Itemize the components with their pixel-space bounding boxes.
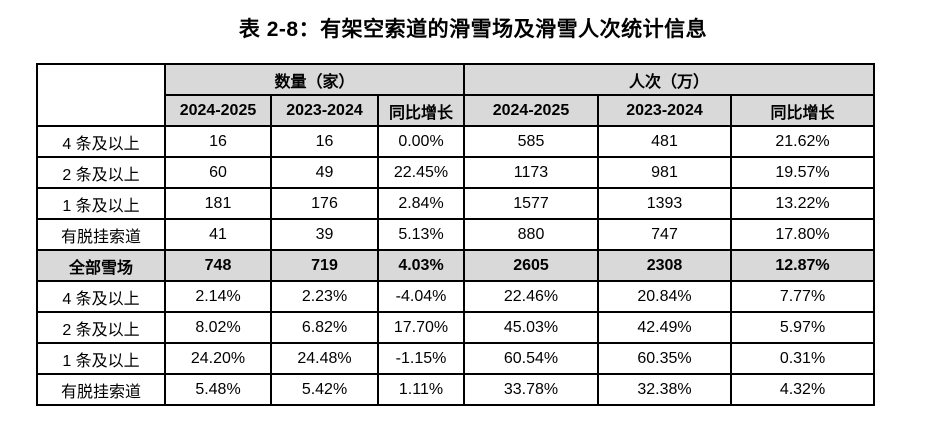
table-cell: 60.54%: [463, 342, 599, 375]
table-row: 有脱挂索道 5.48% 5.42% 1.11% 33.78% 32.38% 4.32%: [36, 373, 875, 406]
table-body: 4 条及以上 16 16 0.00% 585 481 21.62% 2 条及以上 60 49 22.…: [36, 125, 875, 406]
table-cell: 481: [597, 125, 732, 158]
table-cell: -1.15%: [377, 342, 465, 375]
table-cell: 20.84%: [597, 280, 732, 313]
table-cell: 8.02%: [164, 311, 272, 344]
table-header: 数量（家） 人次（万） 2024-2025 2023-2024 同比增长 202…: [36, 63, 875, 127]
table-cell: 39: [270, 218, 379, 251]
row-label: 4 条及以上: [36, 280, 166, 313]
table-cell: 2.23%: [270, 280, 379, 313]
row-label: 有脱挂索道: [36, 218, 166, 251]
table-cell: 19.57%: [730, 156, 875, 189]
row-label: 2 条及以上: [36, 156, 166, 189]
table-cell: 5.42%: [270, 373, 379, 406]
table-cell: 4.03%: [377, 249, 465, 282]
table-cell: 60: [164, 156, 272, 189]
table-cell: 42.49%: [597, 311, 732, 344]
table-cell: 5.13%: [377, 218, 465, 251]
corner-cell: [36, 63, 166, 127]
table-cell: 880: [463, 218, 599, 251]
table-cell: 49: [270, 156, 379, 189]
table-cell: 585: [463, 125, 599, 158]
table-cell: 1393: [597, 187, 732, 220]
table-cell: 2605: [463, 249, 599, 282]
table-row: 1 条及以上 181 176 2.84% 1577 1393 13.22%: [36, 187, 875, 220]
table-cell: 21.62%: [730, 125, 875, 158]
table-cell: 1173: [463, 156, 599, 189]
table-cell: 719: [270, 249, 379, 282]
table-cell: 4.32%: [730, 373, 875, 406]
table-cell: 6.82%: [270, 311, 379, 344]
table-cell: 0.31%: [730, 342, 875, 375]
table-cell: 748: [164, 249, 272, 282]
row-label: 4 条及以上: [36, 125, 166, 158]
table-cell: 2.14%: [164, 280, 272, 313]
subheader-qty-2023-2024: 2023-2024: [270, 94, 379, 127]
total-row: 全部雪场 748 719 4.03% 2605 2308 12.87%: [36, 249, 875, 282]
table-cell: 176: [270, 187, 379, 220]
column-group-visits: 人次（万）: [463, 63, 875, 96]
table-cell: 12.87%: [730, 249, 875, 282]
table-cell: 32.38%: [597, 373, 732, 406]
subheader-visits-2024-2025: 2024-2025: [463, 94, 599, 127]
table-row: 有脱挂索道 41 39 5.13% 880 747 17.80%: [36, 218, 875, 251]
table-cell: 5.97%: [730, 311, 875, 344]
subheader-visits-yoy: 同比增长: [730, 94, 875, 127]
table-cell: -4.04%: [377, 280, 465, 313]
table-row: 1 条及以上 24.20% 24.48% -1.15% 60.54% 60.35% 0.31…: [36, 342, 875, 375]
table-row: 4 条及以上 16 16 0.00% 585 481 21.62%: [36, 125, 875, 158]
row-label: 1 条及以上: [36, 342, 166, 375]
row-label: 2 条及以上: [36, 311, 166, 344]
table-cell: 22.45%: [377, 156, 465, 189]
table-cell: 22.46%: [463, 280, 599, 313]
table-row: 2 条及以上 8.02% 6.82% 17.70% 45.03% 42.49% 5.97%: [36, 311, 875, 344]
table-row: 4 条及以上 2.14% 2.23% -4.04% 22.46% 20.84% 7.77%: [36, 280, 875, 313]
subheader-visits-2023-2024: 2023-2024: [597, 94, 732, 127]
row-label: 全部雪场: [36, 249, 166, 282]
page-title: 表 2-8：有架空索道的滑雪场及滑雪人次统计信息: [238, 18, 708, 41]
table-cell: 24.20%: [164, 342, 272, 375]
row-label: 1 条及以上: [36, 187, 166, 220]
table-cell: 16: [164, 125, 272, 158]
table-cell: 60.35%: [597, 342, 732, 375]
table-cell: 981: [597, 156, 732, 189]
subheader-qty-2024-2025: 2024-2025: [164, 94, 272, 127]
subheader-qty-yoy: 同比增长: [377, 94, 465, 127]
table-cell: 747: [597, 218, 732, 251]
table-cell: 1577: [463, 187, 599, 220]
table-cell: 17.70%: [377, 311, 465, 344]
table-cell: 45.03%: [463, 311, 599, 344]
table-cell: 41: [164, 218, 272, 251]
table-cell: 1.11%: [377, 373, 465, 406]
table-cell: 24.48%: [270, 342, 379, 375]
table-cell: 5.48%: [164, 373, 272, 406]
table-cell: 181: [164, 187, 272, 220]
header-group-row: 数量（家） 人次（万）: [36, 63, 875, 127]
table-row: 2 条及以上 60 49 22.45% 1173 981 19.57%: [36, 156, 875, 189]
stats-table: 数量（家） 人次（万） 2024-2025 2023-2024 同比增长 202…: [36, 63, 875, 406]
header-subrow: 2024-2025 2023-2024 同比增长 2024-2025 2023-…: [37, 94, 875, 127]
table-cell: 33.78%: [463, 373, 599, 406]
table-cell: 17.80%: [730, 218, 875, 251]
column-group-quantity: 数量（家）: [164, 63, 465, 96]
table-cell: 16: [270, 125, 379, 158]
row-label: 有脱挂索道: [36, 373, 166, 406]
table-cell: 13.22%: [730, 187, 875, 220]
table-cell: 2308: [597, 249, 732, 282]
table-cell: 7.77%: [730, 280, 875, 313]
table-cell: 0.00%: [377, 125, 465, 158]
table-cell: 2.84%: [377, 187, 465, 220]
